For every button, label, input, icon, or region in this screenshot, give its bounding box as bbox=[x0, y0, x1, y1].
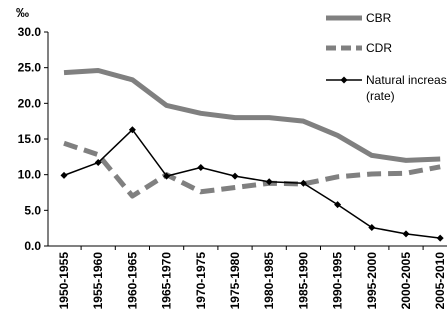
x-tick-label: 1995-2000 bbox=[365, 252, 379, 310]
y-axis-unit-label: ‰ bbox=[16, 5, 29, 20]
data-point-marker bbox=[163, 172, 171, 180]
data-point-marker bbox=[368, 223, 376, 231]
data-point-marker bbox=[128, 126, 136, 134]
series-line-cdr bbox=[63, 140, 441, 199]
data-point-marker bbox=[334, 201, 342, 209]
x-tick-label: 1980-1985 bbox=[262, 252, 276, 310]
y-tick-label: 10.0 bbox=[18, 168, 42, 182]
legend-marker bbox=[340, 76, 348, 84]
x-tick-label: 1955-1960 bbox=[91, 252, 105, 310]
axes: 0.0 5.0 10.0 15.0 20.0 25.0 30.0 1950-1955 1955-… bbox=[18, 25, 447, 309]
legend-label: CDR bbox=[366, 41, 392, 55]
x-tick-label: 1950-1955 bbox=[57, 252, 71, 310]
data-point-marker bbox=[60, 171, 68, 179]
data-point-marker bbox=[299, 179, 307, 187]
series-layer bbox=[60, 68, 444, 242]
x-tick-label: 2000-2005 bbox=[399, 252, 413, 310]
legend-label: Natural increase bbox=[366, 73, 447, 87]
y-tick-label: 15.0 bbox=[18, 132, 42, 146]
data-point-marker bbox=[436, 234, 444, 242]
data-point-marker bbox=[402, 230, 410, 238]
y-tick-label: 30.0 bbox=[18, 25, 42, 39]
x-tick-label: 1970-1975 bbox=[194, 252, 208, 310]
x-tick-label: 1990-1995 bbox=[331, 252, 345, 310]
x-tick-label: 1965-1970 bbox=[160, 252, 174, 310]
legend-label: (rate) bbox=[366, 89, 395, 103]
y-tick-label: 25.0 bbox=[18, 61, 42, 75]
data-point-marker bbox=[197, 164, 205, 172]
legend: CBR CDR Natural increase (rate) bbox=[326, 11, 447, 103]
x-tick-label: 1985-1990 bbox=[296, 252, 310, 310]
x-tick-label: 2005-2010 bbox=[433, 252, 447, 310]
legend-label: CBR bbox=[366, 11, 392, 25]
series-line-natural-increase-rate bbox=[63, 128, 441, 239]
x-tick-label: 1960-1965 bbox=[125, 252, 139, 310]
data-point-marker bbox=[265, 178, 273, 186]
x-tick-label: 1975-1980 bbox=[228, 252, 242, 310]
data-point-marker bbox=[231, 172, 239, 180]
y-tick-label: 20.0 bbox=[18, 96, 42, 110]
y-tick-label: 0.0 bbox=[24, 239, 41, 253]
series-line-cbr bbox=[63, 68, 441, 163]
y-tick-label: 5.0 bbox=[24, 203, 41, 217]
data-point-marker bbox=[94, 159, 102, 167]
